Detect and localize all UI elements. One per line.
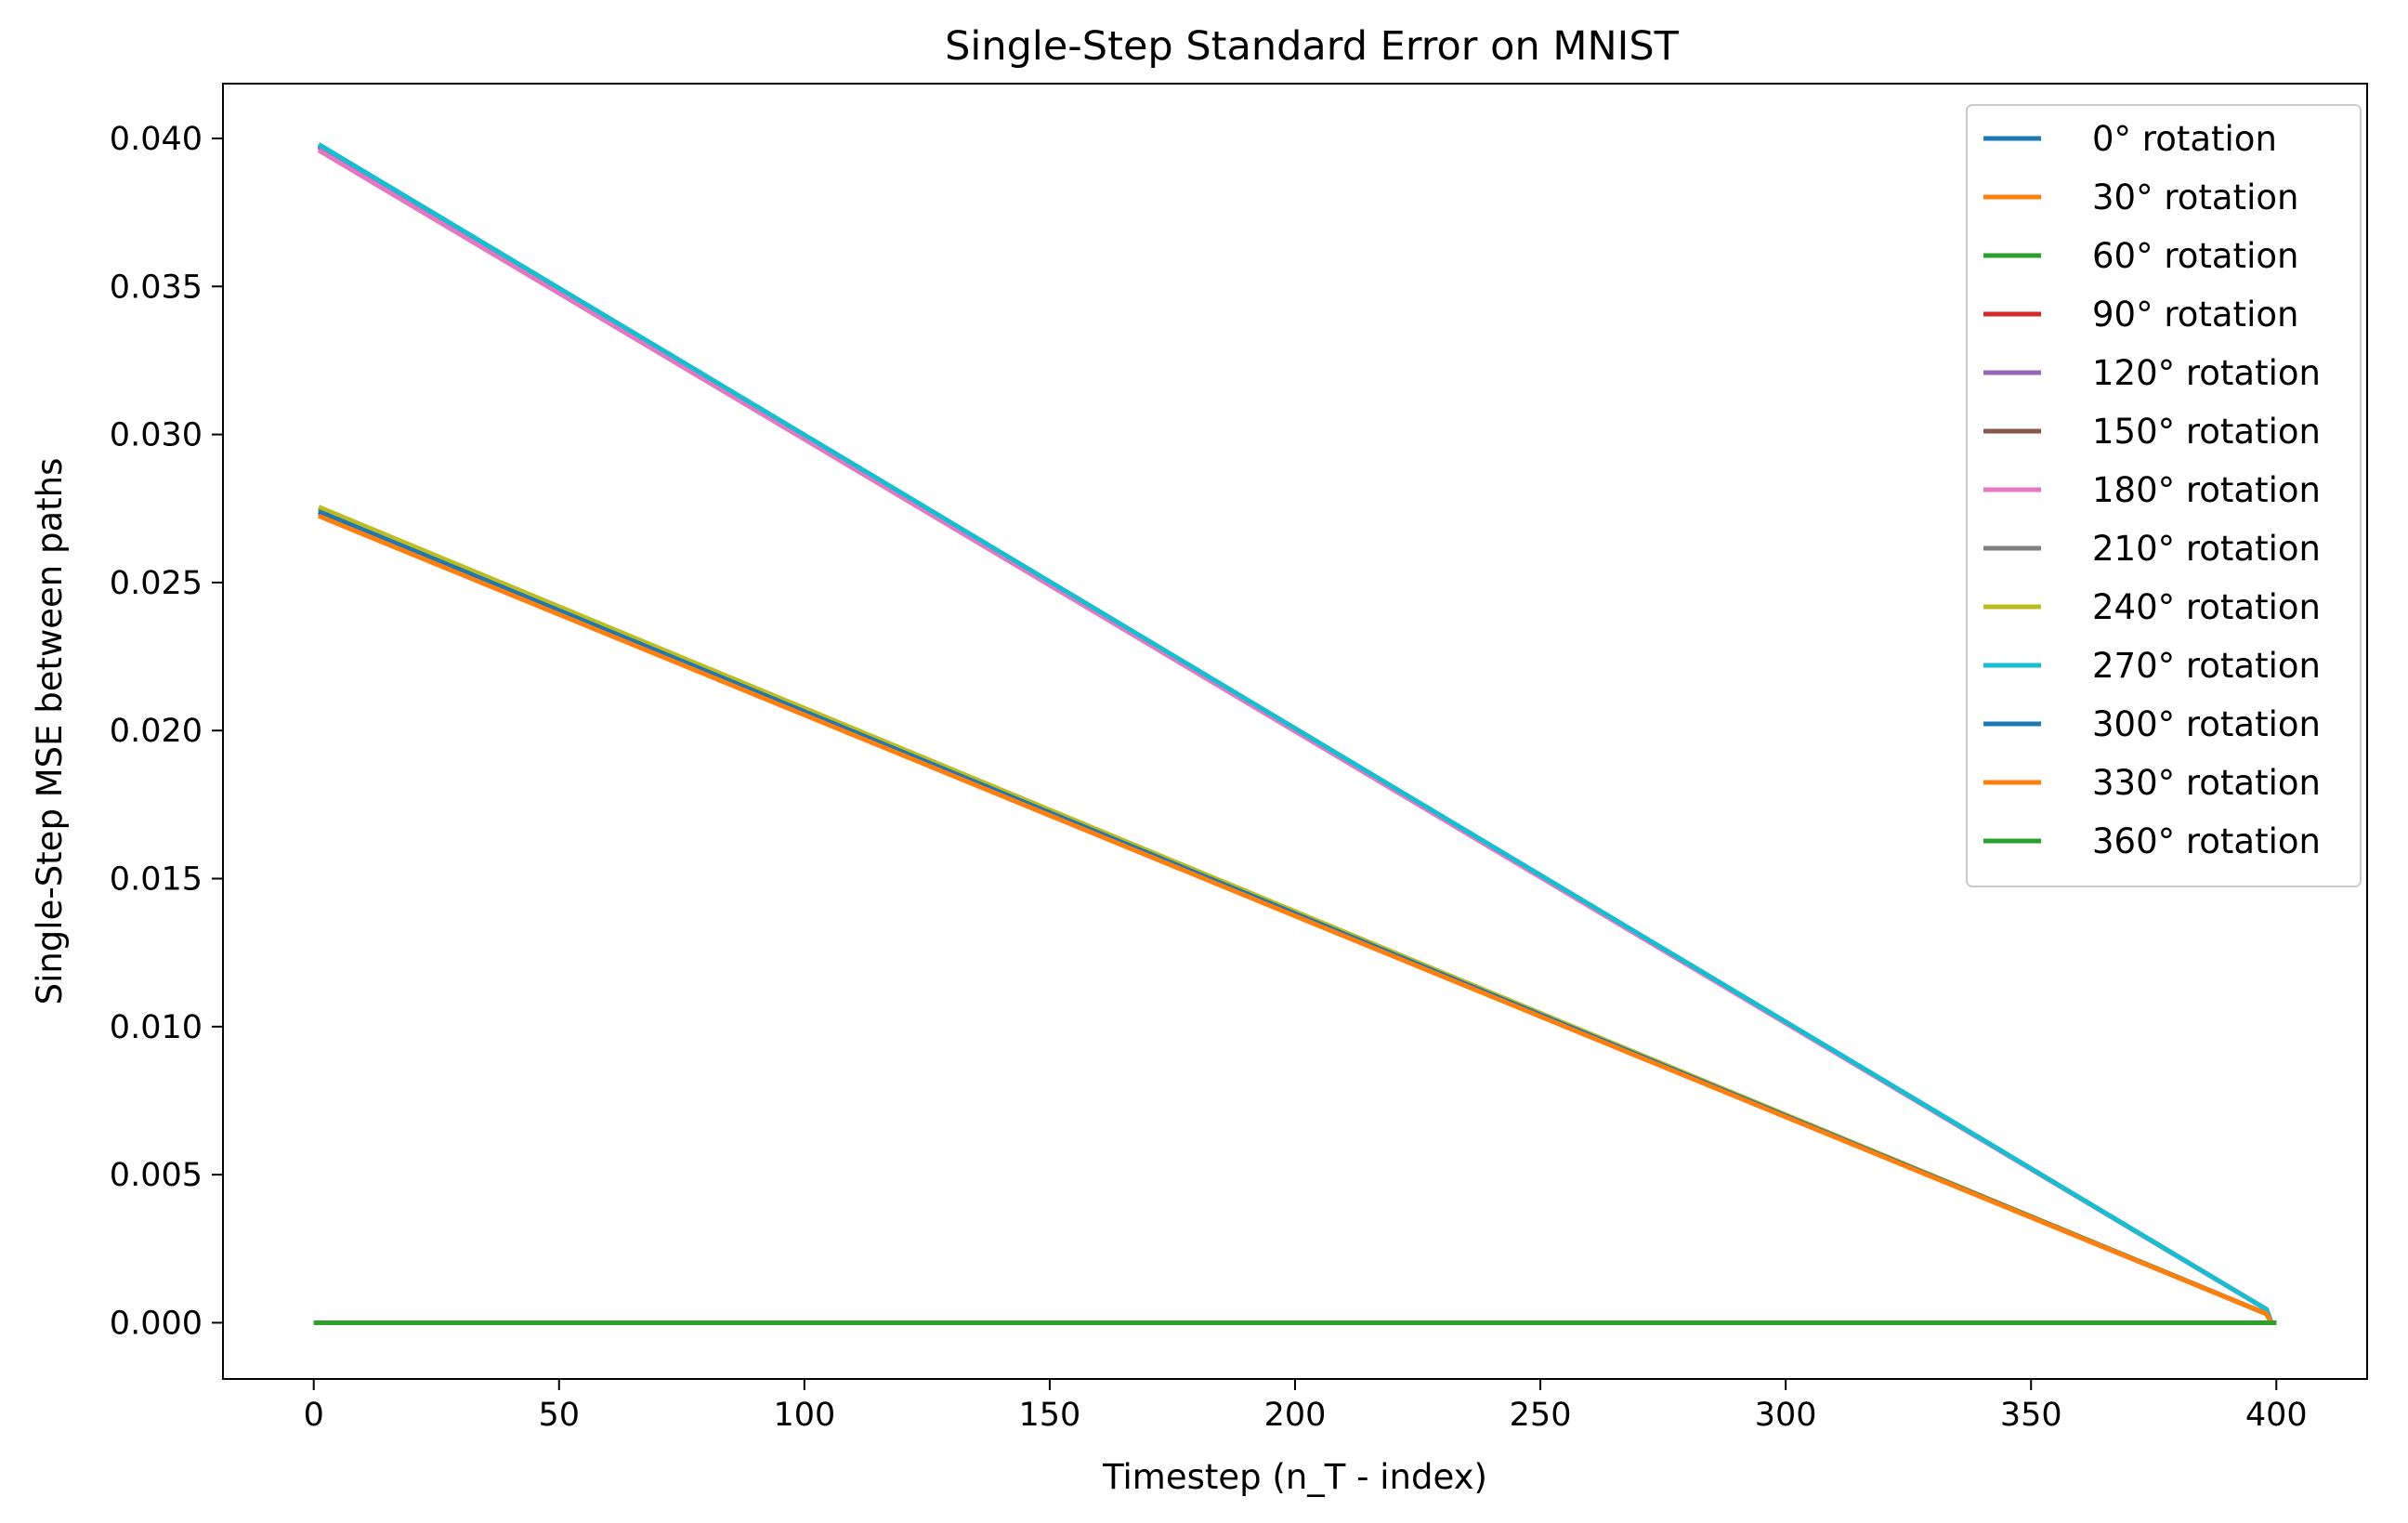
y-tick-label-0: 0.000: [110, 1305, 203, 1342]
x-tick-label-7: 350: [2000, 1397, 2062, 1434]
y-tick-label-5: 0.025: [110, 565, 203, 602]
x-tick-label-5: 250: [1510, 1397, 1572, 1434]
y-tick-label-7: 0.035: [110, 269, 203, 306]
x-tick-label-1: 50: [539, 1397, 581, 1434]
x-axis: 0 50 100 150 200 250 300 350 400: [304, 1379, 2308, 1434]
y-axis-title: Single-Step MSE between paths: [30, 458, 70, 1005]
x-tick-label-6: 300: [1755, 1397, 1817, 1434]
plot-area: [222, 83, 2368, 1380]
x-tick-label-0: 0: [304, 1397, 324, 1434]
series-layer: [313, 142, 2277, 1325]
y-tick-label-4: 0.020: [110, 713, 203, 750]
legend-label-7: 210° rotation: [2092, 529, 2321, 569]
legend-label-4: 120° rotation: [2092, 353, 2321, 393]
legend-label-5: 150° rotation: [2092, 412, 2321, 452]
legend-label-11: 330° rotation: [2092, 763, 2321, 803]
series-line-11: [318, 513, 2274, 1324]
legend-label-0: 0° rotation: [2092, 119, 2277, 159]
legend-label-1: 30° rotation: [2092, 177, 2298, 217]
chart-title: Single-Step Standard Error on MNIST: [945, 23, 1680, 70]
x-axis-title: Timestep (n_T - index): [1102, 1457, 1487, 1497]
y-axis: 0.000 0.005 0.010 0.015 0.020 0.025 0.030 0.035…: [110, 121, 223, 1342]
legend-label-12: 360° rotation: [2092, 821, 2321, 861]
legend-label-9: 270° rotation: [2092, 646, 2321, 686]
y-tick-label-8: 0.040: [110, 121, 203, 158]
legend-box: [1966, 104, 2362, 887]
y-tick-label-6: 0.030: [110, 417, 203, 454]
legend-label-10: 300° rotation: [2092, 704, 2321, 744]
legend-label-3: 90° rotation: [2092, 295, 2298, 335]
legend-label-8: 240° rotation: [2092, 587, 2321, 627]
legend-label-6: 180° rotation: [2092, 470, 2321, 510]
x-tick-label-2: 100: [773, 1397, 835, 1434]
x-tick-label-3: 150: [1019, 1397, 1081, 1434]
legend-label-2: 60° rotation: [2092, 236, 2298, 276]
y-tick-label-2: 0.010: [110, 1009, 203, 1046]
y-tick-label-3: 0.015: [110, 861, 203, 899]
x-tick-label-8: 400: [2245, 1397, 2308, 1434]
y-tick-label-1: 0.005: [110, 1157, 203, 1194]
x-tick-label-4: 200: [1264, 1397, 1327, 1434]
legend: 0° rotation 30° rotation 60° rotation 90° r…: [1966, 104, 2362, 887]
